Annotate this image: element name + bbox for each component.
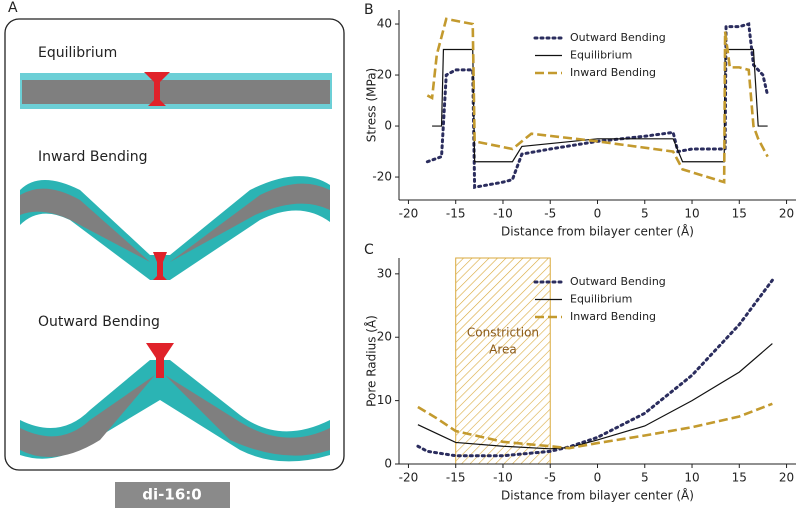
shaded-region xyxy=(455,257,551,465)
y-tick-label: 30 xyxy=(377,266,392,280)
x-tick-label: -15 xyxy=(446,471,466,485)
y-axis-label: Pore Radius (Å) xyxy=(364,315,379,407)
series-line xyxy=(432,48,768,163)
legend-label: Inward Bending xyxy=(570,310,656,323)
x-tick-label: -15 xyxy=(446,207,466,221)
x-tick-label: 15 xyxy=(732,471,747,485)
pore xyxy=(146,343,174,378)
panel-label: C xyxy=(364,242,374,258)
badge xyxy=(115,482,230,508)
legend-label: Equilibrium xyxy=(570,49,632,62)
x-tick-label: 15 xyxy=(732,207,747,221)
annotation: Constriction xyxy=(467,326,539,340)
x-tick-label: -5 xyxy=(544,207,556,221)
y-tick-label: 20 xyxy=(377,68,392,82)
x-axis-label: Distance from bilayer center (Å) xyxy=(501,224,694,239)
membrane-core xyxy=(20,183,330,262)
x-tick-label: -10 xyxy=(493,207,513,221)
y-tick-label: 20 xyxy=(377,330,392,344)
series-line xyxy=(417,402,773,450)
pore xyxy=(144,72,170,106)
x-tick-label: 20 xyxy=(779,207,794,221)
annotation: Area xyxy=(489,343,517,357)
x-tick-label: -20 xyxy=(399,207,419,221)
y-tick-label: 0 xyxy=(384,457,392,471)
membrane-core xyxy=(20,375,330,458)
x-tick-label: -5 xyxy=(544,471,556,485)
x-tick-label: 5 xyxy=(641,207,649,221)
y-tick-label: 40 xyxy=(377,17,392,31)
panel-label: B xyxy=(364,2,374,18)
x-tick-label: 0 xyxy=(594,471,602,485)
x-axis-label: Distance from bilayer center (Å) xyxy=(501,488,694,503)
x-tick-label: -10 xyxy=(493,471,513,485)
legend-label: Inward Bending xyxy=(570,66,656,79)
x-tick-label: -20 xyxy=(399,471,419,485)
x-tick-label: 20 xyxy=(779,471,794,485)
legend-label: Equilibrium xyxy=(570,293,632,306)
x-tick-label: 10 xyxy=(684,471,699,485)
legend-label: Outward Bending xyxy=(570,275,666,288)
item-label: Inward Bending xyxy=(38,149,148,165)
series-line xyxy=(416,278,774,458)
legend-label: Outward Bending xyxy=(570,31,666,44)
item-label: Equilibrium xyxy=(38,45,117,61)
x-tick-label: 10 xyxy=(684,207,699,221)
y-axis-label: Stress (MPa) xyxy=(365,68,379,142)
panel-box xyxy=(4,18,345,471)
y-tick-label: -20 xyxy=(372,170,392,184)
series-line xyxy=(426,17,769,184)
item-label: Outward Bending xyxy=(38,314,160,330)
x-tick-label: 0 xyxy=(594,207,602,221)
badge-label: di-16:0 xyxy=(142,486,201,504)
y-tick-label: 0 xyxy=(384,119,392,133)
panel-label: A xyxy=(8,0,18,16)
y-tick-label: 10 xyxy=(377,393,392,407)
x-tick-label: 5 xyxy=(641,471,649,485)
pore xyxy=(153,252,167,280)
membrane-core xyxy=(22,80,330,104)
